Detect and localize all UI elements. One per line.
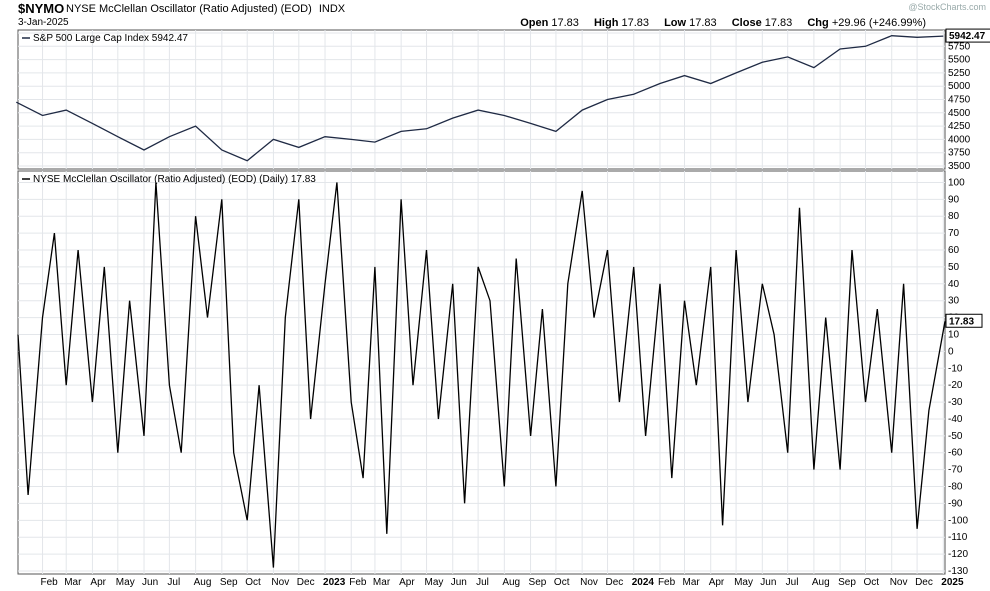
y-tick-label: -120 xyxy=(948,549,968,560)
x-tick-label: Apr xyxy=(90,577,106,588)
chart-title-text: NYSE McClellan Oscillator (Ratio Adjuste… xyxy=(66,3,312,15)
x-tick-label: Jun xyxy=(760,577,776,588)
x-tick-label: May xyxy=(116,577,135,588)
x-tick-label: Feb xyxy=(658,577,676,588)
y-tick-label: 0 xyxy=(948,346,954,357)
y-tick-label: 3750 xyxy=(948,148,971,159)
chg-value: +29.96 (+246.99%) xyxy=(831,17,926,29)
x-tick-label: 2023 xyxy=(323,577,346,588)
close-value: 17.83 xyxy=(764,17,793,29)
y-tick-label: 60 xyxy=(948,245,960,256)
close-label: Close xyxy=(731,17,762,29)
series-line-1 xyxy=(16,35,944,162)
y-tick-label: 10 xyxy=(948,329,960,340)
x-tick-label: Dec xyxy=(606,577,624,588)
y-tick-label: 4750 xyxy=(948,95,971,106)
y-tick-label: 90 xyxy=(948,194,960,205)
y-tick-label: -20 xyxy=(948,380,963,391)
y-tick-label: 5000 xyxy=(948,81,971,92)
y-tick-label: 50 xyxy=(948,262,960,273)
x-tick-label: Jul xyxy=(167,577,180,588)
y-tick-label: -30 xyxy=(948,397,963,408)
last-value-flag xyxy=(945,28,990,43)
chg-label: Chg xyxy=(807,17,829,29)
x-tick-label: Feb xyxy=(349,577,367,588)
y-tick-label: 5250 xyxy=(948,68,971,79)
chart-header: $NYMO NYSE McClellan Oscillator (Ratio A… xyxy=(0,0,990,30)
open-value: 17.83 xyxy=(551,17,579,29)
y-tick-label: -100 xyxy=(948,515,968,526)
date-label: 3-Jan-2025 xyxy=(18,17,69,28)
last-value-label: 5942.47 xyxy=(949,31,986,42)
y-tick-label: 3500 xyxy=(948,161,971,172)
x-tick-label: Nov xyxy=(580,577,598,588)
x-tick-label: May xyxy=(734,577,753,588)
symbol-label: $NYMO xyxy=(18,1,65,16)
series-line-2 xyxy=(17,182,946,568)
x-tick-label: Mar xyxy=(64,577,82,588)
panel-title: S&P 500 Large Cap Index 5942.47 xyxy=(33,33,188,44)
chart-title: NYSE McClellan Oscillator (Ratio Adjuste… xyxy=(66,3,345,15)
watermark: @StockCharts.com xyxy=(908,2,986,12)
panel-frame-2 xyxy=(17,170,946,575)
y-tick-label: 4250 xyxy=(948,121,971,132)
x-tick-label: Oct xyxy=(245,577,261,588)
quote-bar: Open 17.83 High 17.83 Low 17.83 Close 17… xyxy=(520,17,938,29)
y-tick-label: 70 xyxy=(948,228,960,239)
x-tick-label: 2025 xyxy=(941,577,964,588)
last-value-label: 17.83 xyxy=(949,316,974,327)
x-tick-label: Jun xyxy=(142,577,158,588)
x-tick-label: Nov xyxy=(271,577,289,588)
x-tick-label: Sep xyxy=(838,577,856,588)
y-tick-label: -90 xyxy=(948,498,963,509)
x-tick-label: Nov xyxy=(890,577,908,588)
x-tick-label: May xyxy=(425,577,444,588)
y-tick-label: -50 xyxy=(948,431,963,442)
y-tick-label: 5500 xyxy=(948,55,971,66)
y-tick-label: -10 xyxy=(948,363,963,374)
x-tick-label: Aug xyxy=(502,577,520,588)
x-tick-label: Mar xyxy=(682,577,700,588)
x-tick-label: Jul xyxy=(786,577,799,588)
last-value-flag xyxy=(945,313,983,328)
high-value: 17.83 xyxy=(621,17,650,29)
y-tick-label: -40 xyxy=(948,414,963,425)
x-tick-label: Apr xyxy=(399,577,415,588)
x-tick-label: Dec xyxy=(297,577,315,588)
y-tick-label: 30 xyxy=(948,296,960,307)
y-tick-label: 40 xyxy=(948,279,960,290)
panel-title: NYSE McClellan Oscillator (Ratio Adjuste… xyxy=(33,174,316,185)
y-tick-label: -130 xyxy=(948,566,968,577)
x-tick-label: Dec xyxy=(915,577,933,588)
y-tick-label: -110 xyxy=(948,532,968,543)
x-tick-label: Sep xyxy=(220,577,238,588)
exchange-label: INDX xyxy=(318,3,346,15)
y-tick-label: 4000 xyxy=(948,134,971,145)
x-tick-label: Oct xyxy=(554,577,570,588)
x-tick-label: Mar xyxy=(373,577,391,588)
open-label: Open xyxy=(520,17,549,29)
x-tick-label: Apr xyxy=(709,577,725,588)
low-label: Low xyxy=(664,17,687,29)
x-tick-label: Sep xyxy=(529,577,547,588)
x-tick-label: Aug xyxy=(812,577,830,588)
y-tick-label: 5750 xyxy=(948,41,971,52)
y-tick-label: 80 xyxy=(948,211,960,222)
x-tick-label: Feb xyxy=(41,577,59,588)
x-tick-label: Aug xyxy=(194,577,212,588)
y-tick-label: -60 xyxy=(948,448,963,459)
x-tick-label: Oct xyxy=(863,577,879,588)
low-value: 17.83 xyxy=(689,17,717,29)
x-tick-label: Jun xyxy=(451,577,467,588)
y-tick-label: 100 xyxy=(948,177,965,188)
y-tick-label: 4500 xyxy=(948,108,971,119)
x-tick-label: Jul xyxy=(476,577,489,588)
y-tick-label: -80 xyxy=(948,482,963,493)
x-tick-label: 2024 xyxy=(632,577,655,588)
high-label: High xyxy=(593,17,619,29)
y-tick-label: -70 xyxy=(948,465,963,476)
